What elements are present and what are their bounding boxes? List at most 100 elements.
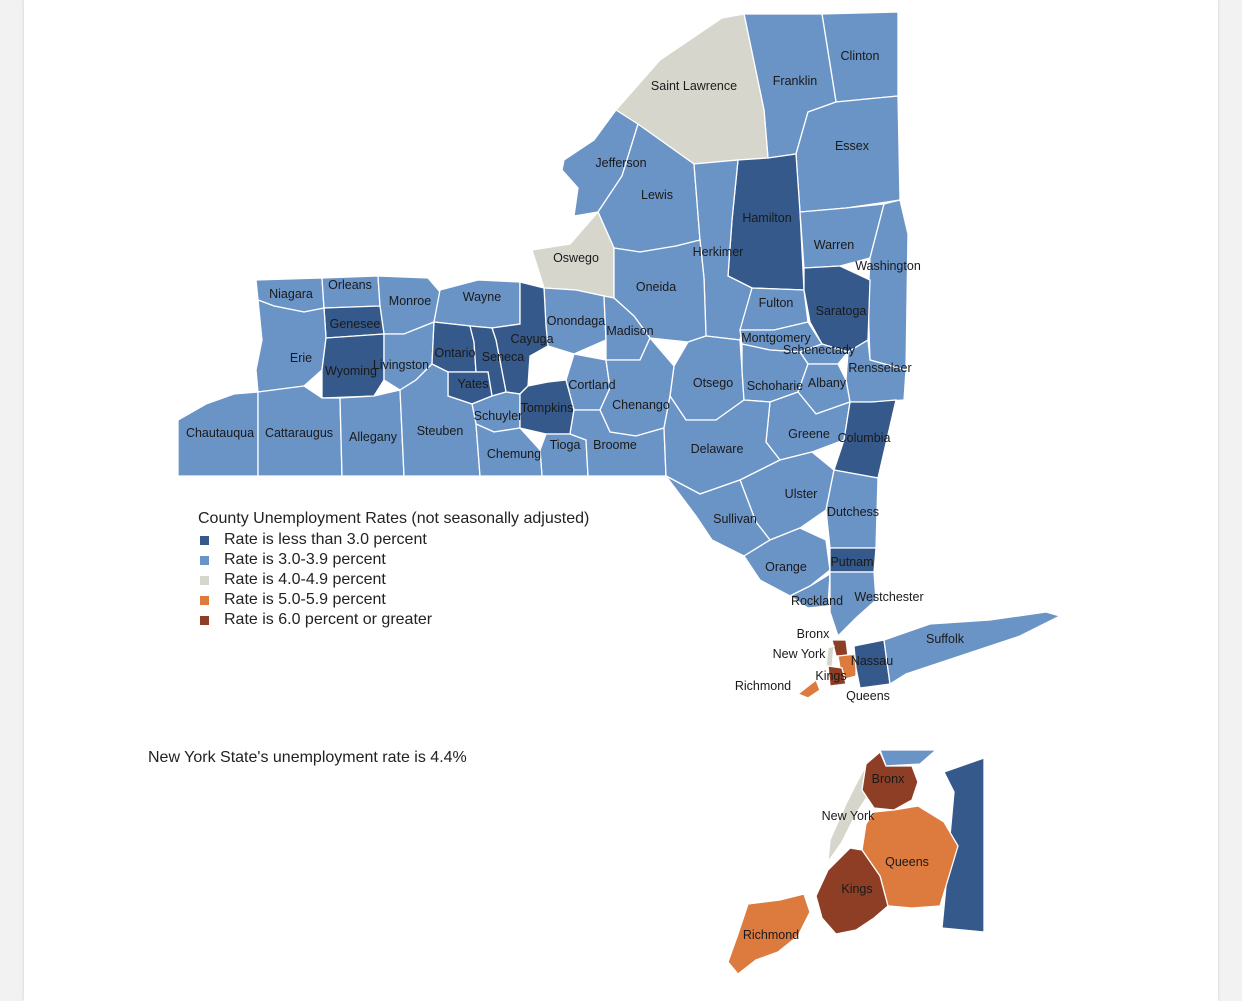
county-new-york	[825, 645, 835, 669]
legend-title: County Unemployment Rates (not seasonall…	[198, 510, 590, 527]
label-montgomery: Montgomery	[741, 331, 811, 345]
legend-item-4-to-4-9: Rate is 4.0-4.9 percent	[198, 570, 589, 590]
label-seneca: Seneca	[482, 350, 524, 364]
legend-item-3-to-3-9: Rate is 3.0-3.9 percent	[198, 550, 589, 570]
legend-swatch	[200, 575, 209, 585]
inset-label-bronx: Bronx	[872, 772, 905, 786]
label-genesee: Genesee	[330, 317, 381, 331]
label-niagara: Niagara	[269, 287, 313, 301]
label-tioga: Tioga	[550, 438, 581, 452]
label-hamilton: Hamilton	[742, 211, 791, 225]
label-westchester: Westchester	[854, 590, 923, 604]
legend-label: Rate is 3.0-3.9 percent	[224, 551, 386, 568]
label-yates: Yates	[457, 377, 488, 391]
label-richmond: Richmond	[735, 679, 791, 693]
legend-item-5-to-5-9: Rate is 5.0-5.9 percent	[198, 590, 589, 610]
label-franklin: Franklin	[773, 74, 818, 88]
label-rockland: Rockland	[791, 594, 843, 608]
inset-label-kings: Kings	[841, 882, 872, 896]
label-schuyler: Schuyler	[474, 409, 523, 423]
county-kings	[827, 665, 847, 687]
county-steuben	[399, 363, 481, 477]
label-madison: Madison	[606, 324, 653, 338]
label-new-york: New York	[773, 647, 827, 661]
county-suffolk	[883, 611, 1062, 686]
label-ulster: Ulster	[785, 487, 818, 501]
label-essex: Essex	[835, 139, 870, 153]
county-westchester	[829, 571, 877, 638]
label-monroe: Monroe	[389, 294, 431, 308]
label-onondaga: Onondaga	[547, 314, 605, 328]
label-warren: Warren	[814, 238, 855, 252]
legend-swatch	[200, 615, 209, 625]
label-broome: Broome	[593, 438, 637, 452]
label-albany: Albany	[808, 376, 847, 390]
state-counties	[177, 11, 1062, 699]
label-washington: Washington	[855, 259, 921, 273]
label-orange: Orange	[765, 560, 807, 574]
label-saint-lawrence: Saint Lawrence	[651, 79, 737, 93]
label-cattaraugus: Cattaraugus	[265, 426, 333, 440]
label-allegany: Allegany	[349, 430, 398, 444]
legend-label: Rate is 4.0-4.9 percent	[224, 571, 386, 588]
state-county-labels: Clinton Franklin Saint Lawrence Essex Je…	[186, 49, 965, 703]
label-kings: Kings	[815, 669, 846, 683]
label-delaware: Delaware	[691, 442, 744, 456]
nyc-inset-map: Bronx New York Queens Kings Richmond	[727, 749, 985, 975]
county-richmond	[796, 678, 821, 699]
county-erie	[255, 299, 327, 393]
label-chenango: Chenango	[612, 398, 670, 412]
label-tompkins: Tompkins	[521, 401, 574, 415]
label-oneida: Oneida	[636, 280, 676, 294]
label-otsego: Otsego	[693, 376, 733, 390]
label-steuben: Steuben	[417, 424, 464, 438]
county-rockland	[788, 572, 831, 609]
label-schoharie: Schoharie	[747, 379, 803, 393]
label-cortland: Cortland	[568, 378, 615, 392]
label-cayuga: Cayuga	[510, 332, 553, 346]
inset-nassau	[941, 757, 985, 933]
inset-label-new-york: New York	[822, 809, 876, 823]
label-suffolk: Suffolk	[926, 632, 965, 646]
label-rensselaer: Rensselaer	[848, 361, 911, 375]
label-erie: Erie	[290, 351, 312, 365]
map-legend: County Unemployment Rates (not seasonall…	[198, 510, 589, 630]
legend-swatch	[200, 555, 209, 565]
label-fulton: Fulton	[759, 296, 794, 310]
label-oswego: Oswego	[553, 251, 599, 265]
label-sullivan: Sullivan	[713, 512, 757, 526]
label-jefferson: Jefferson	[595, 156, 646, 170]
label-greene: Greene	[788, 427, 830, 441]
county-nassau	[853, 639, 891, 689]
label-lewis: Lewis	[641, 188, 673, 202]
label-queens: Queens	[846, 689, 890, 703]
label-columbia: Columbia	[838, 431, 891, 445]
legend-item-under-3: Rate is less than 3.0 percent	[198, 530, 589, 550]
label-clinton: Clinton	[841, 49, 880, 63]
legend-label: Rate is 5.0-5.9 percent	[224, 591, 386, 608]
label-bronx: Bronx	[797, 627, 830, 641]
county-broome	[569, 409, 667, 477]
label-nassau: Nassau	[851, 654, 893, 668]
inset-westchester-edge	[879, 749, 938, 767]
legend-item-6-plus: Rate is 6.0 percent or greater	[198, 610, 589, 630]
label-chemung: Chemung	[487, 447, 541, 461]
inset-richmond	[727, 893, 811, 975]
statewide-rate-note: New York State's unemployment rate is 4.…	[148, 749, 467, 766]
legend-swatch	[200, 595, 209, 605]
county-wayne	[433, 279, 521, 329]
label-wayne: Wayne	[463, 290, 501, 304]
legend-label: Rate is 6.0 percent or greater	[224, 611, 433, 628]
label-livingston: Livingston	[373, 358, 429, 372]
label-schenectady: Schenectady	[783, 343, 856, 357]
label-herkimer: Herkimer	[693, 245, 744, 259]
label-dutchess: Dutchess	[827, 505, 879, 519]
county-chemung	[475, 422, 543, 477]
legend-swatch	[200, 535, 209, 545]
inset-bronx	[861, 750, 919, 811]
label-wyoming: Wyoming	[325, 364, 377, 378]
label-saratoga: Saratoga	[816, 304, 867, 318]
label-chautauqua: Chautauqua	[186, 426, 254, 440]
inset-label-richmond: Richmond	[743, 928, 799, 942]
